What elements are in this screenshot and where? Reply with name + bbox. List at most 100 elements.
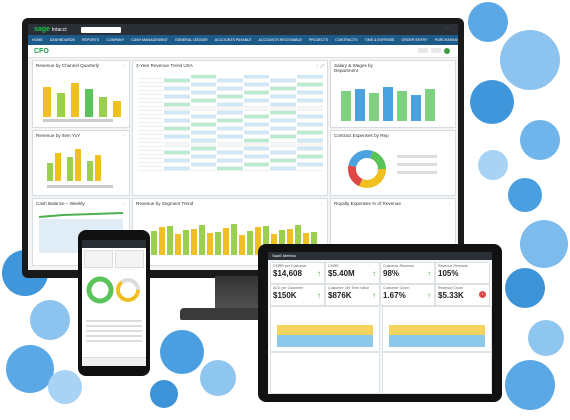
kpi-tile[interactable]: CMRR $5.40M ↑ xyxy=(325,262,380,284)
table-cell xyxy=(217,103,243,107)
table-cell xyxy=(243,139,270,143)
menu-icon[interactable]: ⋮ xyxy=(122,201,126,206)
table-cell xyxy=(243,79,270,83)
legend xyxy=(43,119,113,122)
bubble xyxy=(150,380,178,408)
table-row xyxy=(137,147,323,151)
kpi-tile[interactable] xyxy=(84,250,113,268)
bar-chart xyxy=(47,149,113,188)
kpi-tile[interactable]: CMRR per Customer $14,608 ↑ xyxy=(270,262,325,284)
table-cell xyxy=(296,107,323,111)
menu-icon[interactable]: ⋮ xyxy=(448,133,452,138)
company-selector[interactable] xyxy=(80,26,121,33)
nav-item[interactable]: COMPANY xyxy=(106,38,125,42)
nav-item[interactable]: PURCHASING xyxy=(434,38,458,42)
nav-item[interactable]: ACCOUNTS RECEIVABLE xyxy=(258,38,302,42)
nav-item[interactable]: GENERAL LEDGER xyxy=(174,38,208,42)
card-salary-wages: Salary & Wages by Department ⋮ xyxy=(330,60,456,128)
card-title: Salary & Wages by Department xyxy=(334,63,373,73)
nav-item[interactable]: REPORTS xyxy=(81,38,100,42)
bar xyxy=(199,225,205,255)
table-row xyxy=(137,139,323,143)
table-cell xyxy=(217,107,243,111)
nav-item[interactable]: CASH MANAGEMENT xyxy=(131,38,168,42)
table-cell xyxy=(164,159,190,163)
gauge-track xyxy=(116,278,140,302)
table-cell xyxy=(190,99,217,103)
dropdown[interactable] xyxy=(431,48,441,53)
nav-item[interactable]: CONTRACTS xyxy=(335,38,358,42)
dropdown[interactable] xyxy=(418,48,428,53)
bar-chart xyxy=(43,83,121,122)
nav-item[interactable]: DASHBOARDS xyxy=(49,38,75,42)
table-cell xyxy=(270,119,296,123)
kpi-tile[interactable]: Revenue Churn $5.33K ↓ xyxy=(435,284,490,306)
bar xyxy=(355,89,365,121)
bar xyxy=(207,233,213,255)
nav-item[interactable]: ACCOUNTS PAYABLE xyxy=(214,38,252,42)
kpi-tile[interactable]: Revenue Renewal 105% xyxy=(435,262,490,284)
bar xyxy=(247,231,253,255)
table-row xyxy=(137,91,323,95)
phone-tabbar[interactable] xyxy=(82,357,146,366)
revenue-table xyxy=(137,75,323,193)
table-cell xyxy=(137,75,164,79)
table-cell xyxy=(270,135,296,139)
menu-icon[interactable]: ⋮ ⤢ xyxy=(315,63,324,68)
table-cell xyxy=(190,163,217,167)
kpi-value: $14,608 xyxy=(273,269,302,278)
nav-item[interactable]: PROJECTS xyxy=(308,38,329,42)
table-cell xyxy=(137,79,164,83)
nav-item[interactable]: HOME xyxy=(32,38,43,42)
phone-header xyxy=(82,240,146,248)
table-cell xyxy=(217,163,243,167)
menu-icon[interactable]: ⋮ xyxy=(448,63,452,68)
kpi-tile[interactable]: Customer Life Time Value $876K ↑ xyxy=(325,284,380,306)
table-cell xyxy=(270,115,296,119)
table-cell xyxy=(243,119,270,123)
table-cell xyxy=(217,79,243,83)
menu-icon[interactable]: ⋮ xyxy=(320,201,324,206)
table-cell xyxy=(270,155,296,159)
header-controls xyxy=(418,48,450,54)
kpi-label: CMRR per Customer xyxy=(273,264,307,268)
nav-item[interactable]: ORDER ENTRY xyxy=(401,38,428,42)
card-revenue-trend-usa: 3-Year Revenue Trend USA ⋮ ⤢ xyxy=(132,60,328,196)
arrow-up-icon: ↑ xyxy=(317,291,321,300)
nav-item[interactable]: TIME & EXPENSE xyxy=(364,38,395,42)
table-cell xyxy=(270,163,296,167)
table-cell xyxy=(164,79,190,83)
table-cell xyxy=(190,79,217,83)
menu-icon[interactable]: ⋮ xyxy=(448,201,452,206)
table-cell xyxy=(243,159,270,163)
table-cell xyxy=(243,107,270,111)
bubble xyxy=(200,360,236,396)
table-cell xyxy=(137,83,164,87)
bubble xyxy=(478,150,508,180)
table-cell xyxy=(164,163,190,167)
table-row xyxy=(137,111,323,115)
add-icon[interactable] xyxy=(444,48,450,54)
table-cell xyxy=(190,107,217,111)
menu-icon[interactable]: ⋮ xyxy=(122,63,126,68)
table-cell xyxy=(217,135,243,139)
kpi-tile[interactable] xyxy=(115,250,144,268)
bubble xyxy=(528,320,564,356)
kpi-tile[interactable]: Customer Renewal 98% ↑ xyxy=(380,262,435,284)
table-cell xyxy=(137,115,164,119)
table-cell xyxy=(217,155,243,159)
top-links[interactable]: · · · xyxy=(444,26,450,30)
table-row xyxy=(137,87,323,91)
kpi-label: Revenue Churn xyxy=(438,286,464,290)
table-cell xyxy=(137,155,164,159)
menu-icon[interactable]: ⋮ xyxy=(122,133,126,138)
table-cell xyxy=(190,91,217,95)
table-cell xyxy=(217,87,243,91)
bubble xyxy=(48,370,82,404)
kpi-tile[interactable]: Customer Churn 1.67% ↑ xyxy=(380,284,435,306)
table-cell xyxy=(164,131,190,135)
table-cell xyxy=(243,83,270,87)
kpi-tile[interactable]: ACV per Customer $150K ↑ xyxy=(270,284,325,306)
list-item xyxy=(86,320,142,322)
table-cell xyxy=(296,167,323,171)
